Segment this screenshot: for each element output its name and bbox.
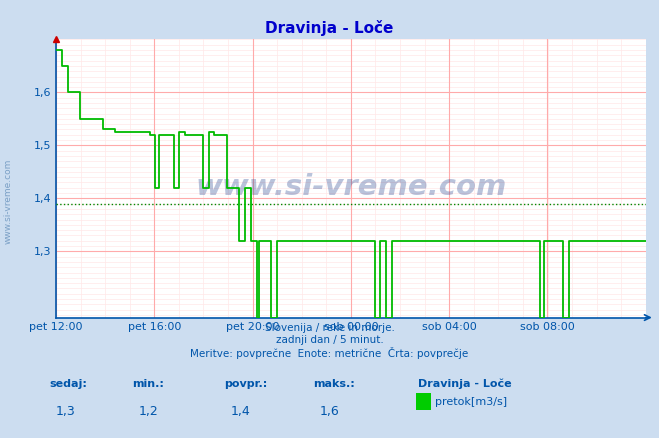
Text: sedaj:: sedaj:: [49, 379, 87, 389]
Text: Dravinja - Loče: Dravinja - Loče: [418, 379, 512, 389]
Text: Dravinja - Loče: Dravinja - Loče: [266, 20, 393, 36]
Text: 1,3: 1,3: [56, 405, 76, 418]
Text: povpr.:: povpr.:: [224, 379, 268, 389]
Text: Meritve: povprečne  Enote: metrične  Črta: povprečje: Meritve: povprečne Enote: metrične Črta:…: [190, 347, 469, 359]
Text: pretok[m3/s]: pretok[m3/s]: [435, 397, 507, 407]
Text: maks.:: maks.:: [313, 379, 355, 389]
Text: 1,6: 1,6: [320, 405, 339, 418]
Text: 1,2: 1,2: [138, 405, 158, 418]
Text: min.:: min.:: [132, 379, 163, 389]
Text: Slovenija / reke in morje.: Slovenija / reke in morje.: [264, 323, 395, 333]
Text: www.si-vreme.com: www.si-vreme.com: [3, 159, 13, 244]
Text: www.si-vreme.com: www.si-vreme.com: [195, 173, 507, 201]
Text: 1,4: 1,4: [231, 405, 250, 418]
Text: zadnji dan / 5 minut.: zadnji dan / 5 minut.: [275, 335, 384, 345]
